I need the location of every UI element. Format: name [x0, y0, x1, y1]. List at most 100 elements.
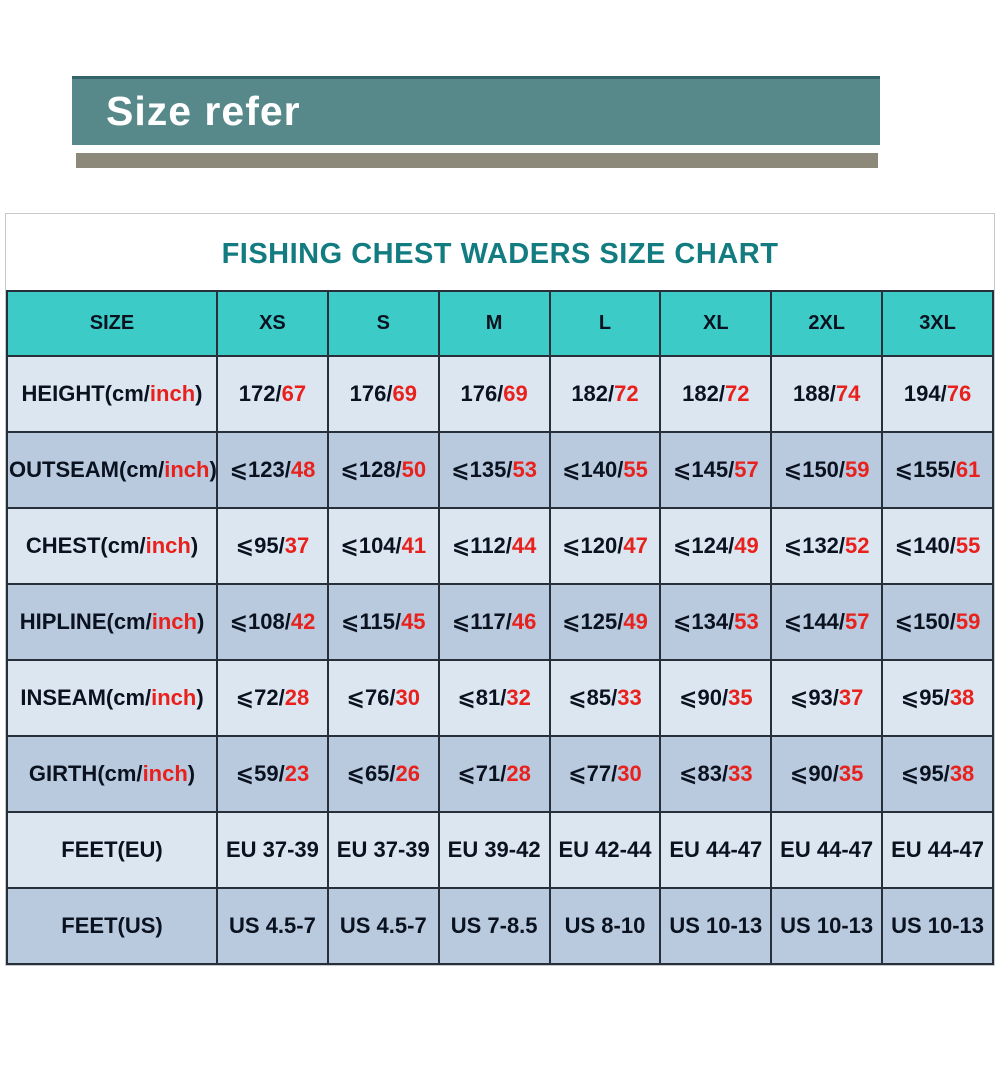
size-chart: FISHING CHEST WADERS SIZE CHART SIZE XS S M…	[5, 213, 995, 966]
row-label-end: )	[187, 761, 196, 786]
value-cell: ⩽120/47	[548, 507, 662, 585]
value-inch: 44	[511, 533, 537, 558]
value-inch: 30	[395, 685, 421, 710]
value-cell: ⩽108/42	[216, 583, 329, 661]
value-cm: ⩽95/	[235, 533, 285, 558]
value-cm: ⩽108/	[229, 609, 291, 634]
value-cell: US 10-13	[770, 887, 884, 965]
value-cm: ⩽140/	[894, 533, 956, 558]
row-label: CHEST(cm/inch)	[5, 507, 219, 585]
value-cm: US 10-13	[891, 913, 985, 938]
row-label-red: inch	[151, 685, 197, 710]
table-row: FEET(EU) EU 37-39 EU 37-39 EU 39-42 EU 42-44…	[5, 811, 994, 889]
column-header-2xl: 2XL	[770, 290, 884, 357]
value-inch: 72	[724, 381, 750, 406]
value-cell: ⩽83/33	[659, 735, 773, 813]
value-inch: 69	[392, 381, 417, 406]
value-cell: 188/74	[770, 355, 884, 433]
row-label: GIRTH(cm/inch)	[5, 735, 219, 813]
value-cell: ⩽95/38	[881, 735, 994, 813]
row-label: OUTSEAM(cm/inch)	[5, 431, 219, 509]
value-inch: 59	[955, 609, 981, 634]
value-inch: 35	[728, 685, 753, 710]
value-inch: 72	[614, 381, 639, 406]
value-cell: ⩽85/33	[548, 659, 662, 737]
value-cell: US 10-13	[659, 887, 773, 965]
value-cm: ⩽145/	[672, 457, 735, 482]
value-cm: EU 37-39	[336, 837, 430, 862]
value-cm: EU 39-42	[447, 837, 541, 862]
value-cm: US 10-13	[780, 913, 874, 938]
value-cm: US 4.5-7	[339, 913, 427, 938]
value-cell: ⩽76/30	[326, 659, 440, 737]
value-cm: ⩽59/	[235, 761, 285, 786]
value-cm: ⩽140/	[562, 457, 624, 482]
row-label: HEIGHT(cm/inch)	[5, 355, 219, 433]
value-inch: 37	[284, 533, 310, 558]
value-cell: ⩽77/30	[548, 735, 662, 813]
value-inch: 49	[734, 533, 759, 558]
value-cell: EU 37-39	[216, 811, 329, 889]
value-inch: 52	[845, 533, 870, 558]
value-cell: ⩽135/53	[437, 431, 551, 509]
row-label-black: GIRTH(cm/	[28, 761, 143, 786]
row-label-end: )	[190, 533, 199, 558]
value-inch: 48	[290, 457, 316, 482]
column-header-xs: XS	[216, 290, 329, 357]
value-cell: US 4.5-7	[216, 887, 329, 965]
column-header-3xl: 3XL	[881, 290, 994, 357]
table-row: OUTSEAM(cm/inch) ⩽123/48 ⩽128/50 ⩽135/53 ⩽14…	[5, 431, 994, 509]
row-label-end: )	[195, 381, 203, 406]
value-cm: ⩽134/	[672, 609, 735, 634]
value-cell: ⩽134/53	[659, 583, 773, 661]
value-inch: 45	[401, 609, 426, 634]
value-cell: US 8-10	[548, 887, 662, 965]
value-cm: ⩽95/	[900, 685, 950, 710]
value-cm: ⩽77/	[568, 761, 618, 786]
value-cm: ⩽115/	[341, 609, 402, 634]
value-cm: ⩽104/	[340, 533, 402, 558]
row-label-red: inch	[149, 381, 196, 406]
value-cell: 182/72	[659, 355, 773, 433]
value-cell: ⩽112/44	[437, 507, 551, 585]
value-inch: 76	[946, 381, 972, 406]
row-label-end: )	[196, 685, 204, 710]
value-cell: ⩽125/49	[548, 583, 662, 661]
row-label-black: FEET(US)	[61, 913, 163, 938]
row-label: INSEAM(cm/inch)	[5, 659, 219, 737]
value-inch: 47	[623, 533, 648, 558]
value-cm: EU 44-47	[780, 837, 874, 862]
value-cm: ⩽117/	[451, 609, 512, 634]
value-inch: 33	[617, 685, 642, 710]
value-cm: ⩽81/	[457, 685, 507, 710]
column-header-m: M	[437, 290, 551, 357]
value-cell: ⩽115/45	[326, 583, 440, 661]
value-cm: ⩽72/	[235, 685, 285, 710]
value-cell: US 4.5-7	[326, 887, 440, 965]
value-cell: ⩽144/57	[770, 583, 884, 661]
value-inch: 46	[511, 609, 537, 634]
chart-title: FISHING CHEST WADERS SIZE CHART	[221, 238, 779, 270]
value-cm: US 4.5-7	[229, 913, 316, 938]
value-cm: 172/	[238, 381, 282, 406]
value-cm: 176/	[460, 381, 504, 406]
column-header-s: S	[326, 290, 440, 357]
value-cell: ⩽128/50	[326, 431, 440, 509]
value-cell: EU 44-47	[659, 811, 773, 889]
value-cell: ⩽59/23	[216, 735, 329, 813]
value-cell: 194/76	[881, 355, 994, 433]
value-cell: ⩽65/26	[326, 735, 440, 813]
row-label-black: HEIGHT(cm/	[21, 381, 150, 406]
value-cm: ⩽93/	[789, 685, 839, 710]
value-inch: 55	[955, 533, 981, 558]
value-cm: ⩽128/	[340, 457, 402, 482]
divider-bar	[76, 153, 878, 168]
value-inch: 23	[284, 761, 310, 786]
size-refer-banner: Size refer	[72, 76, 880, 145]
value-inch: 32	[506, 685, 531, 710]
value-inch: 57	[734, 457, 759, 482]
value-inch: 61	[955, 457, 981, 482]
row-label-red: inch	[151, 609, 197, 634]
value-cell: EU 39-42	[437, 811, 551, 889]
value-inch: 30	[617, 761, 642, 786]
